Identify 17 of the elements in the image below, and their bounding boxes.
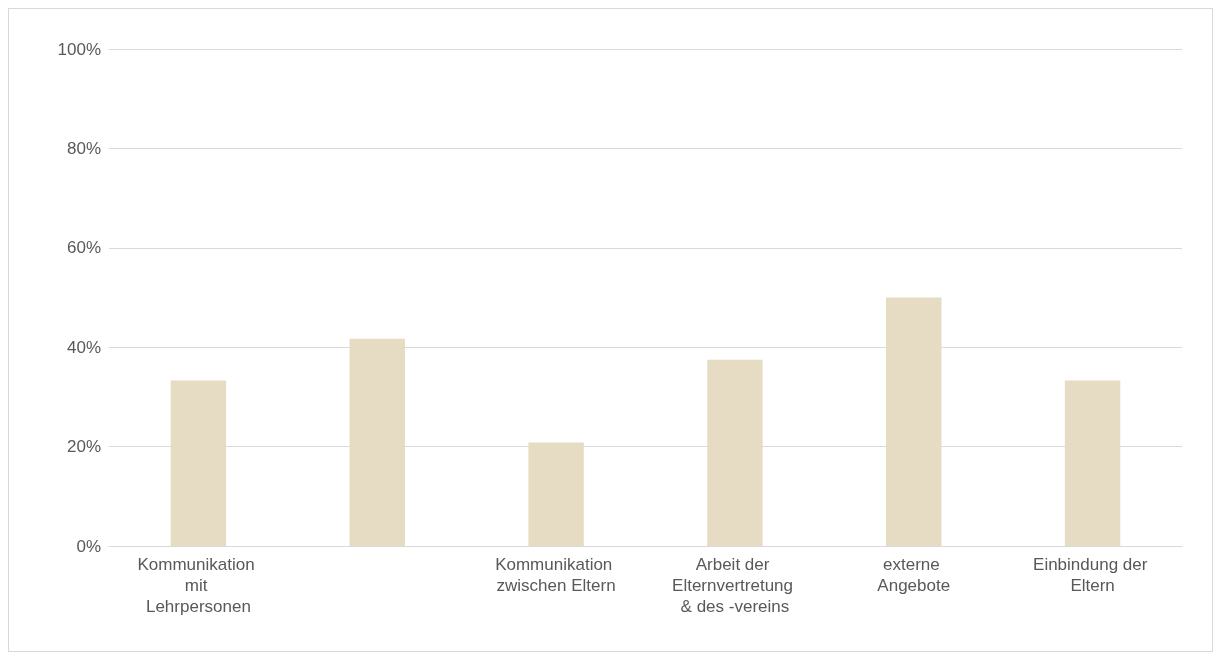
x-tick-label: Arbeit der Elternvertretung & des -vereins (672, 555, 798, 616)
x-tick-label: Kommunikation zwischen Eltern (495, 555, 618, 595)
y-tick-label: 80% (66, 138, 101, 158)
bar (1064, 380, 1121, 546)
y-tick-label: 0% (76, 536, 101, 556)
bar (349, 338, 405, 546)
bar (170, 380, 227, 546)
bar (707, 359, 763, 546)
y-tick-label: 40% (66, 337, 101, 357)
x-tick-label: Kommunikation mit Lehrpersonen (137, 555, 260, 616)
y-tick-label: 20% (66, 437, 101, 457)
y-tick-label: 100% (57, 39, 101, 59)
bar (528, 442, 584, 546)
x-tick-label: externe Angebote (877, 555, 951, 595)
y-tick-label: 60% (66, 238, 101, 258)
x-tick-label: Einbindung der Eltern (1033, 555, 1153, 595)
bar (886, 297, 942, 546)
